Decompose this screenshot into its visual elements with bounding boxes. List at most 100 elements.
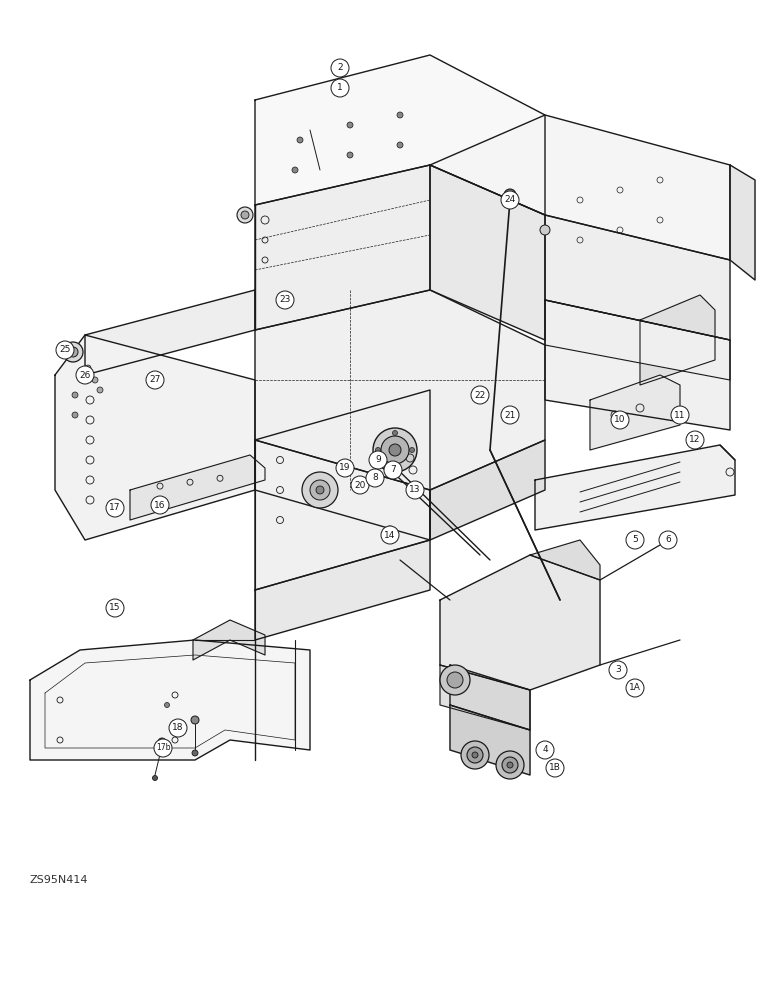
Circle shape — [384, 461, 402, 479]
Text: 15: 15 — [110, 603, 120, 612]
Polygon shape — [255, 540, 430, 640]
Circle shape — [540, 225, 550, 235]
Circle shape — [331, 59, 349, 77]
Text: 21: 21 — [504, 410, 516, 420]
Circle shape — [85, 365, 91, 371]
Circle shape — [626, 679, 644, 697]
Circle shape — [92, 377, 98, 383]
Polygon shape — [193, 620, 265, 660]
Circle shape — [611, 411, 629, 429]
Circle shape — [501, 191, 519, 209]
Text: 10: 10 — [615, 416, 626, 424]
Circle shape — [507, 762, 513, 768]
Text: 23: 23 — [279, 296, 291, 304]
Circle shape — [331, 79, 349, 97]
Polygon shape — [85, 290, 255, 375]
Polygon shape — [730, 165, 755, 280]
Circle shape — [609, 661, 627, 679]
Text: 17b: 17b — [156, 744, 171, 752]
Polygon shape — [130, 455, 265, 520]
Circle shape — [72, 412, 78, 418]
Polygon shape — [255, 55, 545, 215]
Circle shape — [347, 152, 353, 158]
Circle shape — [397, 142, 403, 148]
Circle shape — [461, 741, 489, 769]
Circle shape — [381, 526, 399, 544]
Circle shape — [297, 137, 303, 143]
Text: ZS95N414: ZS95N414 — [30, 875, 89, 885]
Circle shape — [440, 665, 470, 695]
Polygon shape — [430, 115, 730, 260]
Text: 18: 18 — [172, 724, 184, 732]
Text: 7: 7 — [390, 466, 396, 475]
Circle shape — [501, 406, 519, 424]
Text: 8: 8 — [372, 474, 378, 483]
Circle shape — [496, 751, 524, 779]
Text: 26: 26 — [80, 370, 90, 379]
Text: 17: 17 — [110, 504, 120, 512]
Circle shape — [310, 480, 330, 500]
Polygon shape — [30, 640, 310, 760]
Polygon shape — [545, 300, 730, 380]
Circle shape — [502, 757, 518, 773]
Circle shape — [397, 112, 403, 118]
Polygon shape — [450, 665, 530, 730]
Polygon shape — [450, 705, 530, 775]
Polygon shape — [430, 440, 545, 540]
Polygon shape — [590, 375, 680, 450]
Circle shape — [151, 496, 169, 514]
Circle shape — [153, 776, 157, 780]
Circle shape — [164, 702, 170, 708]
Circle shape — [472, 752, 478, 758]
Circle shape — [366, 469, 384, 487]
Circle shape — [146, 371, 164, 389]
Text: 2: 2 — [337, 64, 343, 73]
Text: 13: 13 — [409, 486, 421, 494]
Circle shape — [97, 387, 103, 393]
Circle shape — [406, 481, 424, 499]
Polygon shape — [440, 555, 600, 690]
Text: 22: 22 — [474, 390, 486, 399]
Circle shape — [373, 428, 417, 472]
Text: 4: 4 — [542, 746, 548, 754]
Circle shape — [302, 472, 338, 508]
Circle shape — [292, 167, 298, 173]
Text: 3: 3 — [615, 666, 621, 674]
Circle shape — [56, 341, 74, 359]
Circle shape — [369, 451, 387, 469]
Circle shape — [671, 406, 689, 424]
Circle shape — [63, 342, 83, 362]
Circle shape — [536, 741, 554, 759]
Polygon shape — [440, 665, 530, 730]
Text: 1B: 1B — [549, 764, 561, 772]
Circle shape — [241, 211, 249, 219]
Circle shape — [467, 747, 483, 763]
Circle shape — [659, 531, 677, 549]
Text: 20: 20 — [354, 481, 366, 489]
Polygon shape — [545, 215, 730, 340]
Text: 11: 11 — [674, 410, 686, 420]
Circle shape — [237, 207, 253, 223]
Circle shape — [336, 459, 354, 477]
Text: 6: 6 — [665, 536, 671, 544]
Circle shape — [471, 386, 489, 404]
Polygon shape — [640, 295, 715, 385]
Polygon shape — [535, 445, 735, 530]
Circle shape — [316, 486, 324, 494]
Polygon shape — [255, 390, 430, 590]
Text: 1: 1 — [337, 84, 343, 93]
Circle shape — [347, 122, 353, 128]
Circle shape — [504, 189, 516, 201]
Text: 14: 14 — [384, 530, 396, 540]
Text: 16: 16 — [154, 500, 166, 510]
Circle shape — [169, 719, 187, 737]
Text: 25: 25 — [59, 346, 71, 355]
Circle shape — [686, 431, 704, 449]
Circle shape — [375, 448, 381, 452]
Text: 19: 19 — [339, 464, 350, 473]
Polygon shape — [255, 440, 430, 540]
Circle shape — [192, 750, 198, 756]
Text: 24: 24 — [504, 196, 516, 205]
Circle shape — [626, 531, 644, 549]
Polygon shape — [55, 335, 255, 540]
